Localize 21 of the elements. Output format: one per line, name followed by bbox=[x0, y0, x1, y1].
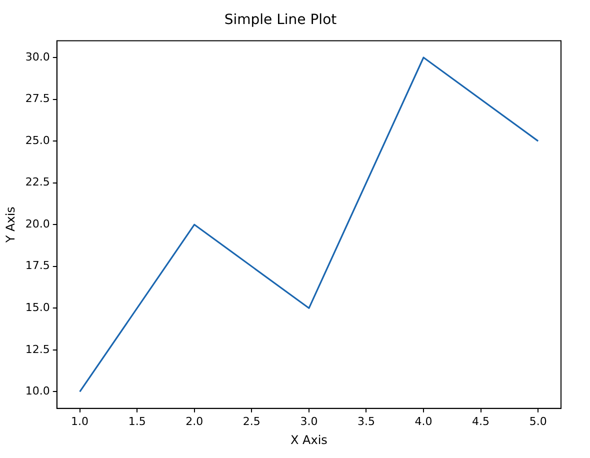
x-tick-label: 2.0 bbox=[186, 414, 204, 428]
y-tick-label: 22.5 bbox=[25, 176, 50, 189]
y-tick-label: 25.0 bbox=[25, 134, 50, 147]
y-tick-label: 15.0 bbox=[25, 301, 50, 314]
x-tick-label: 3.0 bbox=[300, 414, 318, 428]
x-tick-label: 1.0 bbox=[71, 414, 89, 428]
y-tick-label: 27.5 bbox=[25, 92, 50, 106]
x-tick-label: 4.5 bbox=[472, 414, 490, 428]
y-tick-label: 20.0 bbox=[25, 217, 50, 230]
x-tick-label: 1.5 bbox=[128, 414, 146, 428]
y-tick-label: 10.0 bbox=[25, 384, 50, 398]
y-tick-label: 17.5 bbox=[25, 259, 50, 272]
y-tick-label: 12.5 bbox=[25, 342, 50, 356]
x-axis-title: X Axis bbox=[290, 432, 328, 447]
chart-title: Simple Line Plot bbox=[224, 12, 338, 28]
x-tick-label: 4.0 bbox=[414, 414, 432, 428]
y-axis-title: Y Axis bbox=[3, 206, 18, 244]
x-tick-label: 5.0 bbox=[529, 414, 547, 428]
y-tick-label: 30.0 bbox=[25, 50, 50, 64]
x-tick-label: 2.5 bbox=[242, 414, 260, 428]
x-tick-label: 3.5 bbox=[357, 414, 375, 428]
